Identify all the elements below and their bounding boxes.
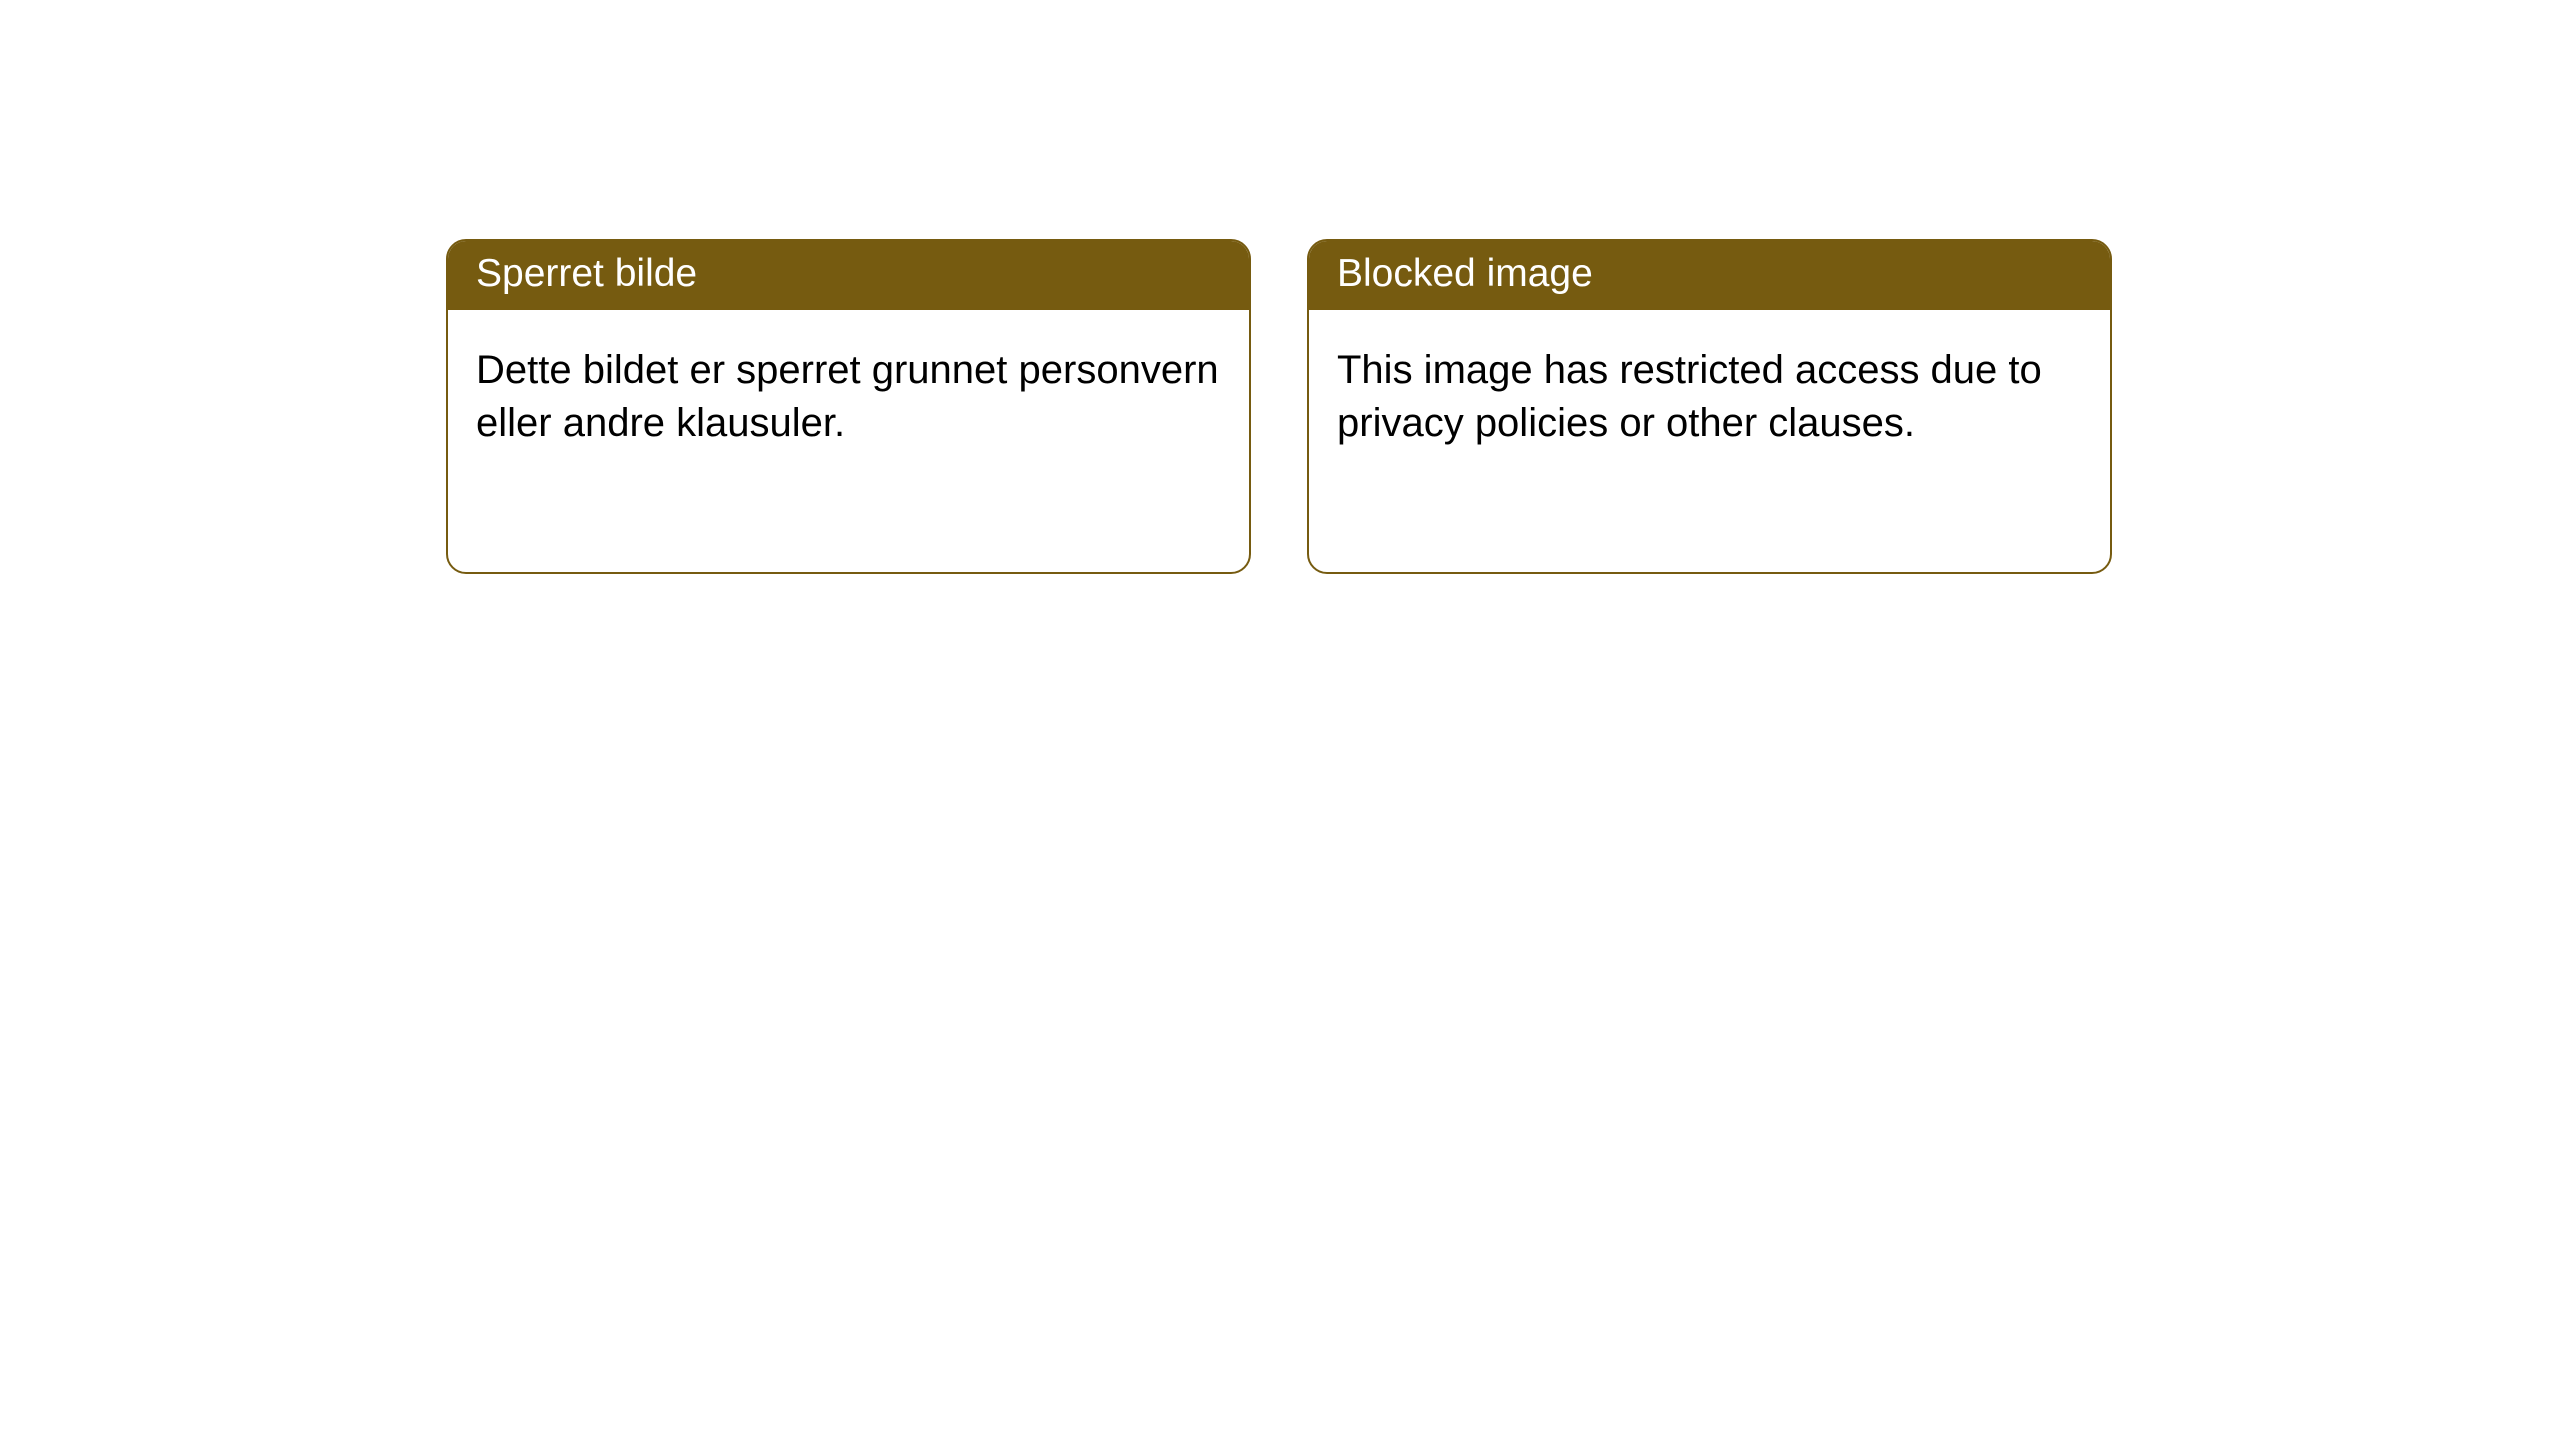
notice-card-body: Dette bildet er sperret grunnet personve… [448, 310, 1249, 484]
notice-body-text: This image has restricted access due to … [1337, 348, 2042, 445]
notice-title: Sperret bilde [476, 252, 697, 295]
notice-card-english: Blocked image This image has restricted … [1307, 239, 2112, 574]
notice-card-header: Blocked image [1309, 241, 2110, 310]
notice-container: Sperret bilde Dette bildet er sperret gr… [0, 0, 2560, 574]
notice-title: Blocked image [1337, 252, 1593, 295]
notice-body-text: Dette bildet er sperret grunnet personve… [476, 348, 1219, 445]
notice-card-body: This image has restricted access due to … [1309, 310, 2110, 484]
notice-card-norwegian: Sperret bilde Dette bildet er sperret gr… [446, 239, 1251, 574]
notice-card-header: Sperret bilde [448, 241, 1249, 310]
